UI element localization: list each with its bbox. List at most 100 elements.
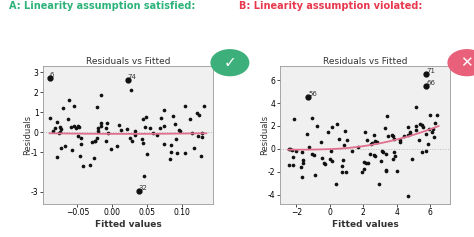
- Point: [172, 122, 179, 126]
- Point: [188, 132, 196, 135]
- Point: [135, 189, 143, 193]
- Point: [408, 157, 416, 161]
- Point: [161, 124, 168, 128]
- Point: [115, 123, 122, 127]
- Point: [167, 157, 174, 161]
- Text: 56: 56: [308, 91, 317, 97]
- X-axis label: Fitted values: Fitted values: [95, 220, 161, 229]
- Point: [142, 115, 149, 118]
- Point: [344, 138, 351, 142]
- Point: [74, 124, 82, 128]
- Point: [173, 151, 181, 155]
- Point: [382, 126, 389, 129]
- Point: [98, 121, 105, 125]
- Point: [76, 154, 84, 158]
- Point: [285, 163, 292, 167]
- Text: 71: 71: [426, 68, 435, 74]
- Point: [299, 150, 306, 154]
- Point: [373, 140, 381, 144]
- Point: [194, 134, 202, 138]
- Point: [286, 147, 293, 151]
- Point: [324, 130, 332, 134]
- Point: [103, 122, 111, 125]
- Point: [404, 195, 411, 198]
- Point: [97, 124, 104, 128]
- Point: [144, 153, 151, 156]
- Point: [309, 116, 316, 120]
- Point: [186, 118, 194, 121]
- Point: [358, 170, 366, 174]
- Y-axis label: Residuals: Residuals: [261, 115, 270, 155]
- Text: 6: 6: [50, 72, 54, 78]
- Point: [428, 130, 436, 134]
- Point: [304, 95, 312, 99]
- Point: [363, 138, 371, 141]
- Point: [173, 137, 180, 141]
- Circle shape: [211, 50, 249, 76]
- Point: [77, 142, 85, 146]
- Point: [156, 126, 164, 130]
- Point: [290, 155, 297, 159]
- Point: [422, 132, 429, 136]
- Point: [160, 142, 168, 146]
- Point: [422, 84, 430, 88]
- Point: [93, 105, 101, 109]
- Point: [341, 129, 348, 133]
- Point: [390, 137, 398, 141]
- Point: [74, 134, 82, 138]
- Point: [95, 126, 102, 130]
- Point: [416, 123, 424, 126]
- Point: [90, 156, 98, 160]
- Point: [182, 104, 189, 108]
- Point: [431, 121, 438, 125]
- Point: [338, 164, 346, 168]
- Point: [299, 158, 307, 162]
- Point: [375, 182, 383, 186]
- Point: [77, 136, 84, 139]
- Point: [86, 163, 94, 166]
- Point: [310, 153, 317, 157]
- Point: [424, 142, 432, 146]
- Point: [433, 113, 441, 117]
- Point: [415, 138, 422, 142]
- Point: [68, 125, 75, 128]
- Point: [370, 133, 377, 137]
- Point: [413, 128, 420, 132]
- Point: [102, 126, 109, 130]
- Point: [382, 169, 390, 173]
- Point: [114, 144, 121, 148]
- Point: [430, 135, 438, 139]
- Point: [317, 140, 324, 144]
- Point: [64, 117, 72, 121]
- Point: [56, 125, 64, 129]
- Point: [383, 114, 391, 118]
- Point: [60, 106, 67, 110]
- Point: [47, 116, 55, 120]
- Point: [169, 114, 176, 118]
- Point: [419, 125, 427, 129]
- Point: [396, 141, 403, 144]
- Point: [128, 139, 136, 143]
- Point: [406, 130, 414, 133]
- Point: [70, 124, 78, 128]
- Point: [384, 135, 392, 138]
- Point: [146, 126, 153, 130]
- Point: [131, 133, 139, 137]
- Point: [349, 149, 356, 153]
- Point: [53, 120, 61, 124]
- Point: [75, 125, 82, 129]
- Point: [377, 159, 384, 163]
- Point: [298, 175, 306, 178]
- Point: [190, 146, 198, 149]
- Point: [328, 159, 336, 163]
- Point: [422, 150, 429, 153]
- Point: [68, 148, 75, 152]
- Point: [46, 76, 54, 80]
- Point: [176, 129, 184, 132]
- Point: [198, 135, 205, 139]
- Point: [292, 149, 300, 153]
- Point: [418, 123, 426, 126]
- Text: B: Linearity assumption violated:: B: Linearity assumption violated:: [239, 1, 423, 11]
- Point: [355, 145, 362, 149]
- X-axis label: Fitted values: Fitted values: [332, 220, 398, 229]
